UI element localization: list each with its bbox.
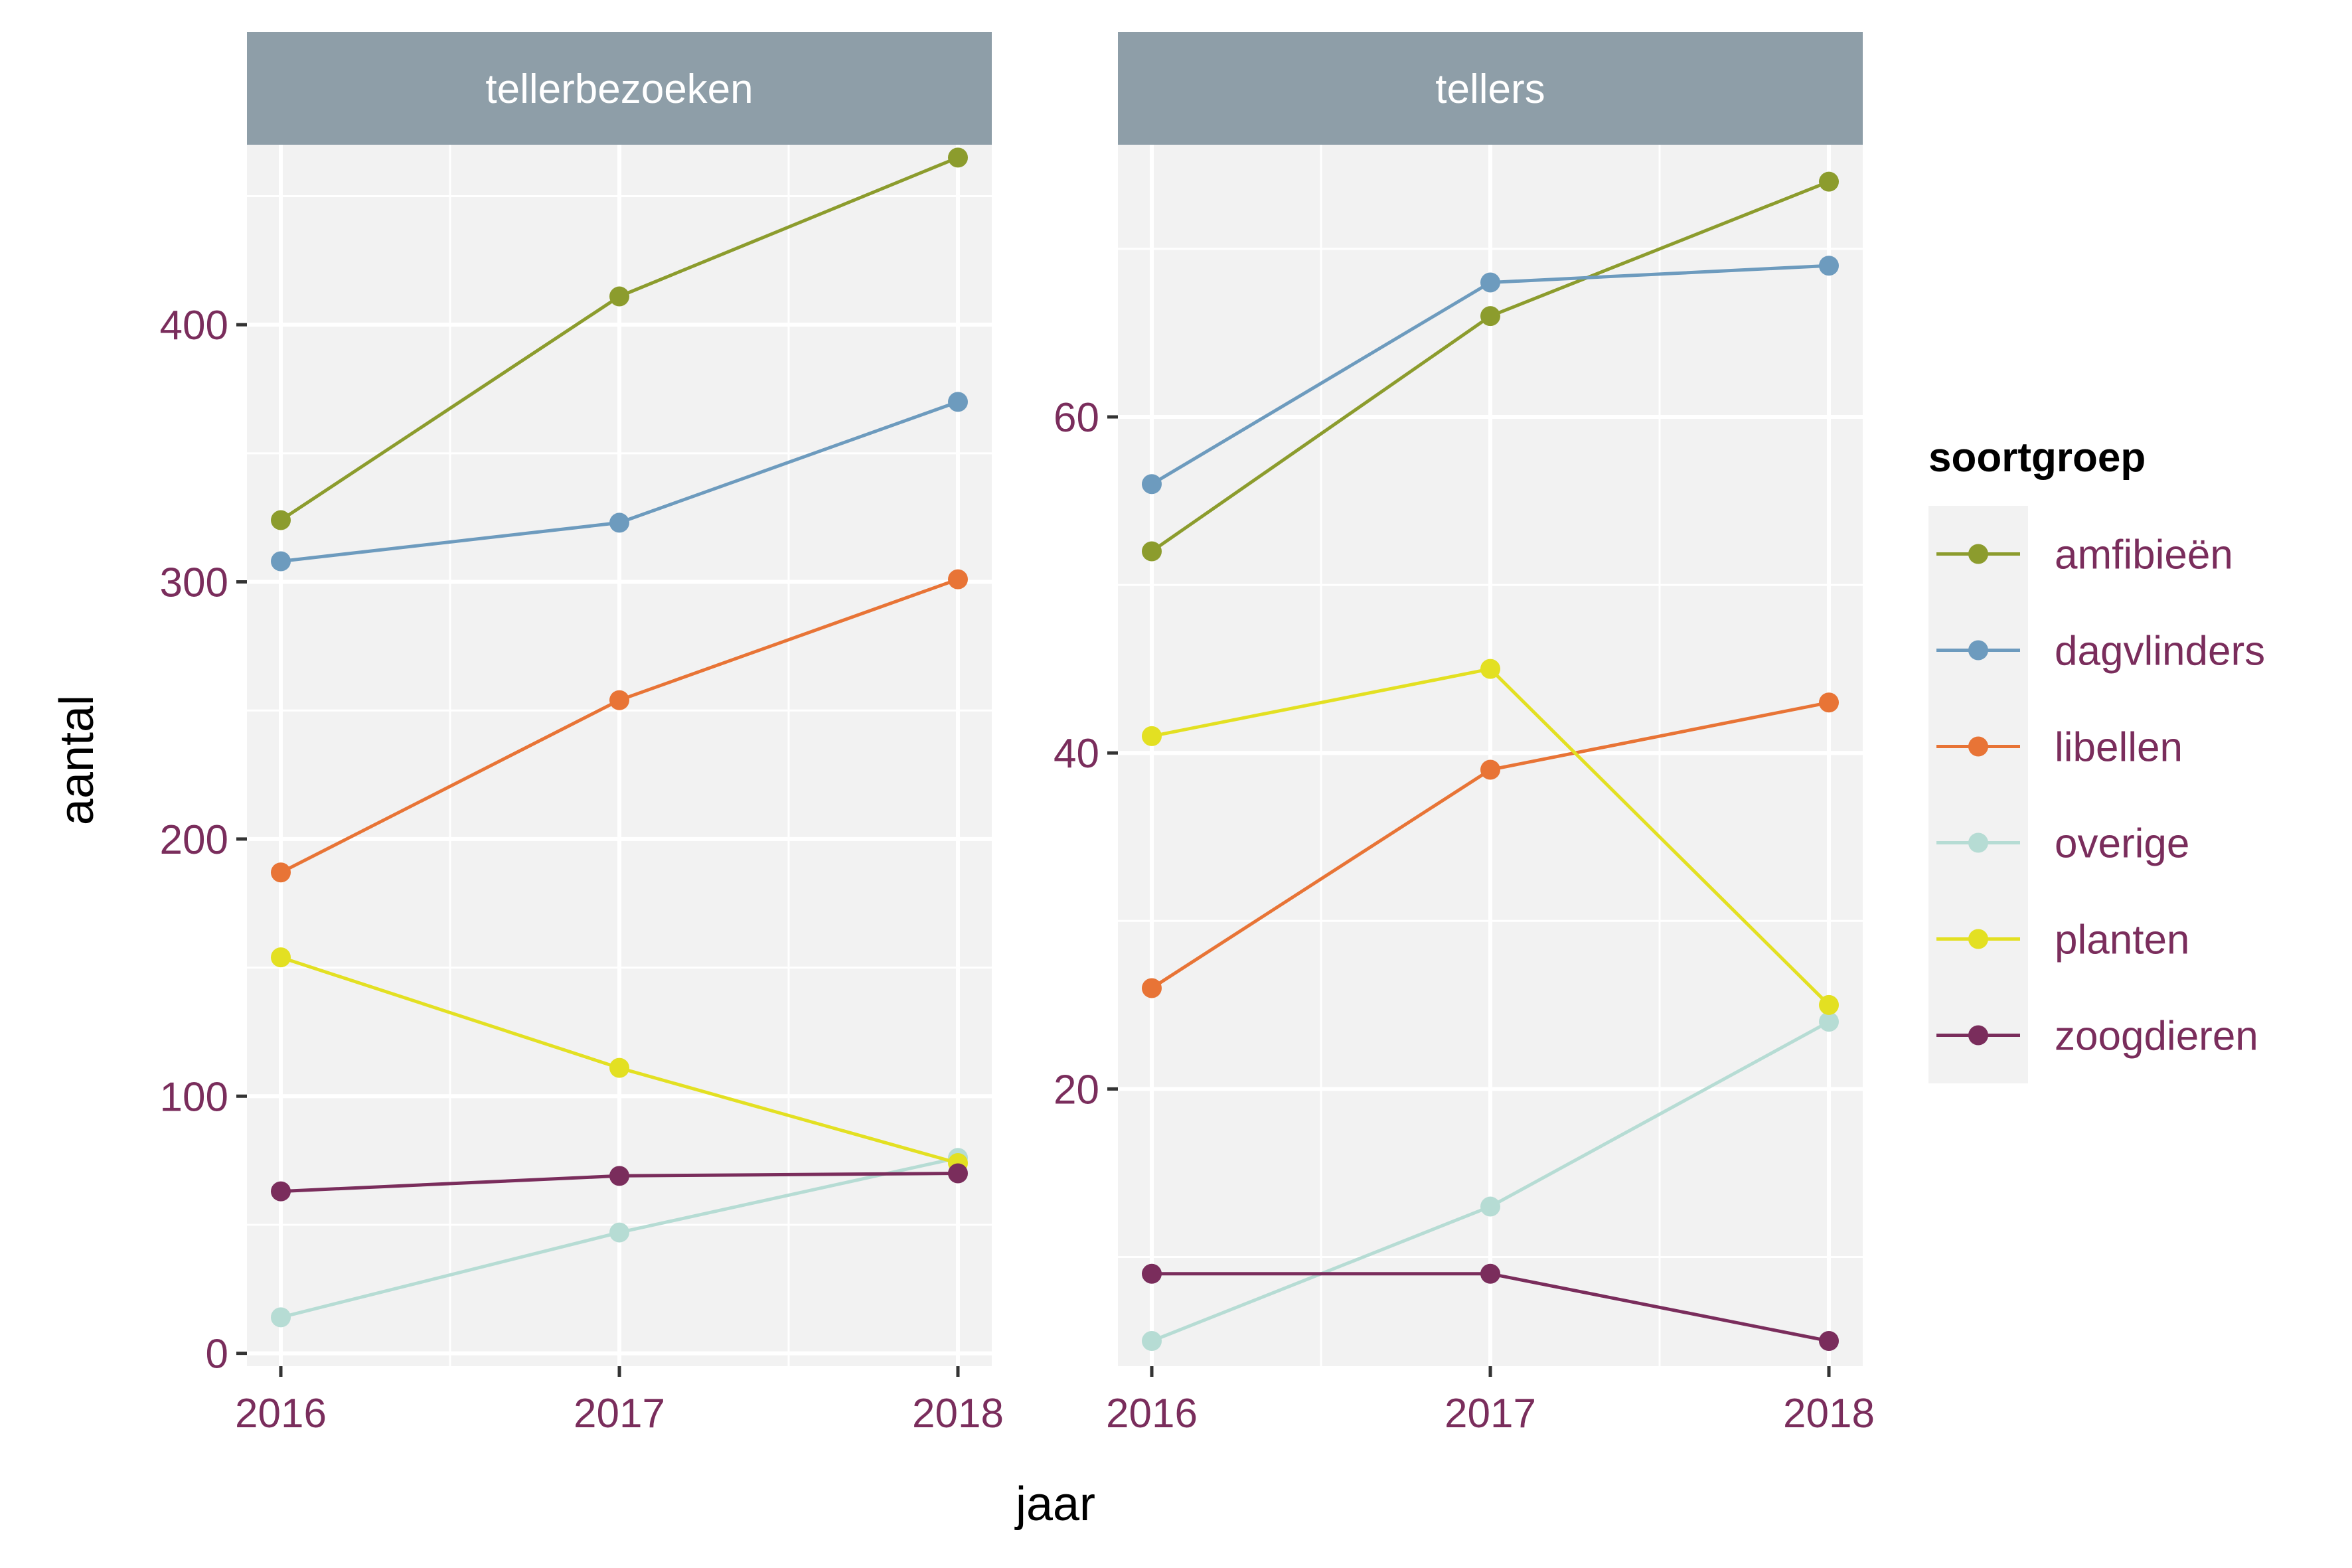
legend-item-dagvlinders: dagvlinders bbox=[1936, 629, 2265, 674]
legend-item-overige: overige bbox=[1936, 821, 2189, 867]
panel-tellers: tellers 2016 2017 2018 20 40 60 bbox=[1054, 32, 1875, 1437]
y-tick-label: 400 bbox=[160, 303, 228, 349]
data-point-libellen bbox=[1819, 692, 1839, 713]
data-point-overige bbox=[1819, 1012, 1839, 1032]
data-point-dagvlinders bbox=[1480, 272, 1500, 293]
legend-key-background bbox=[1928, 506, 2028, 1083]
y-tick-label: 200 bbox=[160, 817, 228, 863]
y-tick-label: 60 bbox=[1054, 395, 1099, 441]
legend-items: amfibieën dagvlinders libellen overige plant… bbox=[1936, 532, 2265, 1059]
data-point-planten bbox=[271, 947, 291, 968]
y-tick-label: 40 bbox=[1054, 731, 1099, 777]
legend: soortgroep amfibieën dagvlinders libellen o… bbox=[1928, 435, 2265, 1083]
legend-key-point bbox=[1968, 1025, 1988, 1046]
panel-strip bbox=[1118, 32, 1863, 145]
y-tick-label: 300 bbox=[160, 560, 228, 606]
data-point-planten bbox=[1480, 659, 1500, 679]
legend-label: zoogdieren bbox=[2055, 1014, 2258, 1059]
x-tick-label: 2016 bbox=[235, 1391, 327, 1437]
data-point-dagvlinders bbox=[1819, 256, 1839, 276]
legend-item-planten: planten bbox=[1936, 917, 2189, 963]
panel-strip bbox=[247, 32, 992, 145]
data-point-dagvlinders bbox=[271, 551, 291, 572]
x-tick-label: 2016 bbox=[1106, 1391, 1198, 1437]
data-point-planten bbox=[609, 1058, 629, 1078]
data-point-libellen bbox=[271, 862, 291, 883]
legend-label: dagvlinders bbox=[2055, 629, 2265, 674]
data-point-amfibieen bbox=[948, 147, 968, 168]
x-axis-title: jaar bbox=[1014, 1478, 1095, 1531]
data-point-zoogdieren bbox=[271, 1181, 291, 1202]
panel-title: tellerbezoeken bbox=[485, 66, 753, 112]
legend-label: amfibieën bbox=[2055, 532, 2233, 578]
data-point-overige bbox=[1480, 1196, 1500, 1217]
y-tick-label: 0 bbox=[206, 1332, 228, 1377]
data-point-amfibieen bbox=[1480, 306, 1500, 327]
panel-tellerbezoeken: tellerbezoeken 2016 2017 2018 0 100 200 300 400 bbox=[160, 32, 1004, 1437]
data-point-amfibieen bbox=[1142, 541, 1162, 562]
legend-item-zoogdieren: zoogdieren bbox=[1936, 1014, 2258, 1059]
data-point-dagvlinders bbox=[948, 392, 968, 412]
data-point-libellen bbox=[609, 690, 629, 710]
legend-label: planten bbox=[2055, 917, 2189, 963]
y-axis-title: aantal bbox=[50, 695, 104, 825]
data-point-dagvlinders bbox=[1142, 474, 1162, 495]
data-point-amfibieen bbox=[609, 286, 629, 307]
data-point-libellen bbox=[1480, 759, 1500, 780]
legend-key-point bbox=[1968, 929, 1988, 949]
data-point-planten bbox=[1819, 994, 1839, 1015]
y-tick-label: 20 bbox=[1054, 1067, 1099, 1113]
legend-item-amfibieen: amfibieën bbox=[1936, 532, 2233, 578]
data-point-libellen bbox=[1142, 978, 1162, 998]
x-tick-label: 2017 bbox=[574, 1391, 665, 1437]
data-point-planten bbox=[1142, 726, 1162, 746]
legend-label: overige bbox=[2055, 821, 2189, 867]
data-point-zoogdieren bbox=[609, 1166, 629, 1186]
legend-key-point bbox=[1968, 736, 1988, 757]
data-point-zoogdieren bbox=[1819, 1331, 1839, 1352]
data-point-zoogdieren bbox=[1480, 1263, 1500, 1284]
legend-key-point bbox=[1968, 832, 1988, 853]
data-point-overige bbox=[609, 1222, 629, 1243]
legend-title: soortgroep bbox=[1928, 435, 2146, 481]
data-point-overige bbox=[1142, 1331, 1162, 1352]
data-point-overige bbox=[271, 1307, 291, 1328]
panel-title: tellers bbox=[1435, 66, 1545, 112]
data-point-libellen bbox=[948, 569, 968, 589]
legend-key-point bbox=[1968, 544, 1988, 564]
data-point-zoogdieren bbox=[1142, 1263, 1162, 1284]
data-point-zoogdieren bbox=[948, 1163, 968, 1184]
x-tick-label: 2018 bbox=[912, 1391, 1004, 1437]
data-point-amfibieen bbox=[271, 510, 291, 530]
legend-item-libellen: libellen bbox=[1936, 725, 2183, 771]
legend-key-point bbox=[1968, 640, 1988, 661]
data-point-amfibieen bbox=[1819, 171, 1839, 192]
legend-label: libellen bbox=[2055, 725, 2183, 771]
x-tick-label: 2017 bbox=[1445, 1391, 1536, 1437]
data-point-dagvlinders bbox=[609, 512, 629, 533]
x-tick-label: 2018 bbox=[1783, 1391, 1875, 1437]
y-tick-label: 100 bbox=[160, 1074, 228, 1120]
